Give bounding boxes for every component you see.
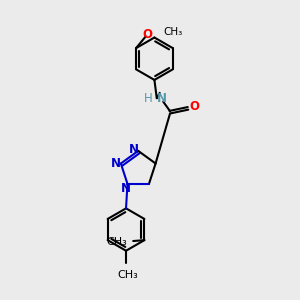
Text: O: O (190, 100, 200, 113)
Text: O: O (142, 28, 152, 41)
Text: N: N (129, 143, 139, 156)
Text: H: H (144, 92, 153, 105)
Text: CH₃: CH₃ (117, 270, 138, 280)
Text: CH₃: CH₃ (164, 27, 183, 37)
Text: N: N (157, 92, 167, 105)
Text: N: N (111, 157, 121, 170)
Text: CH₃: CH₃ (106, 237, 127, 247)
Text: N: N (121, 182, 131, 195)
